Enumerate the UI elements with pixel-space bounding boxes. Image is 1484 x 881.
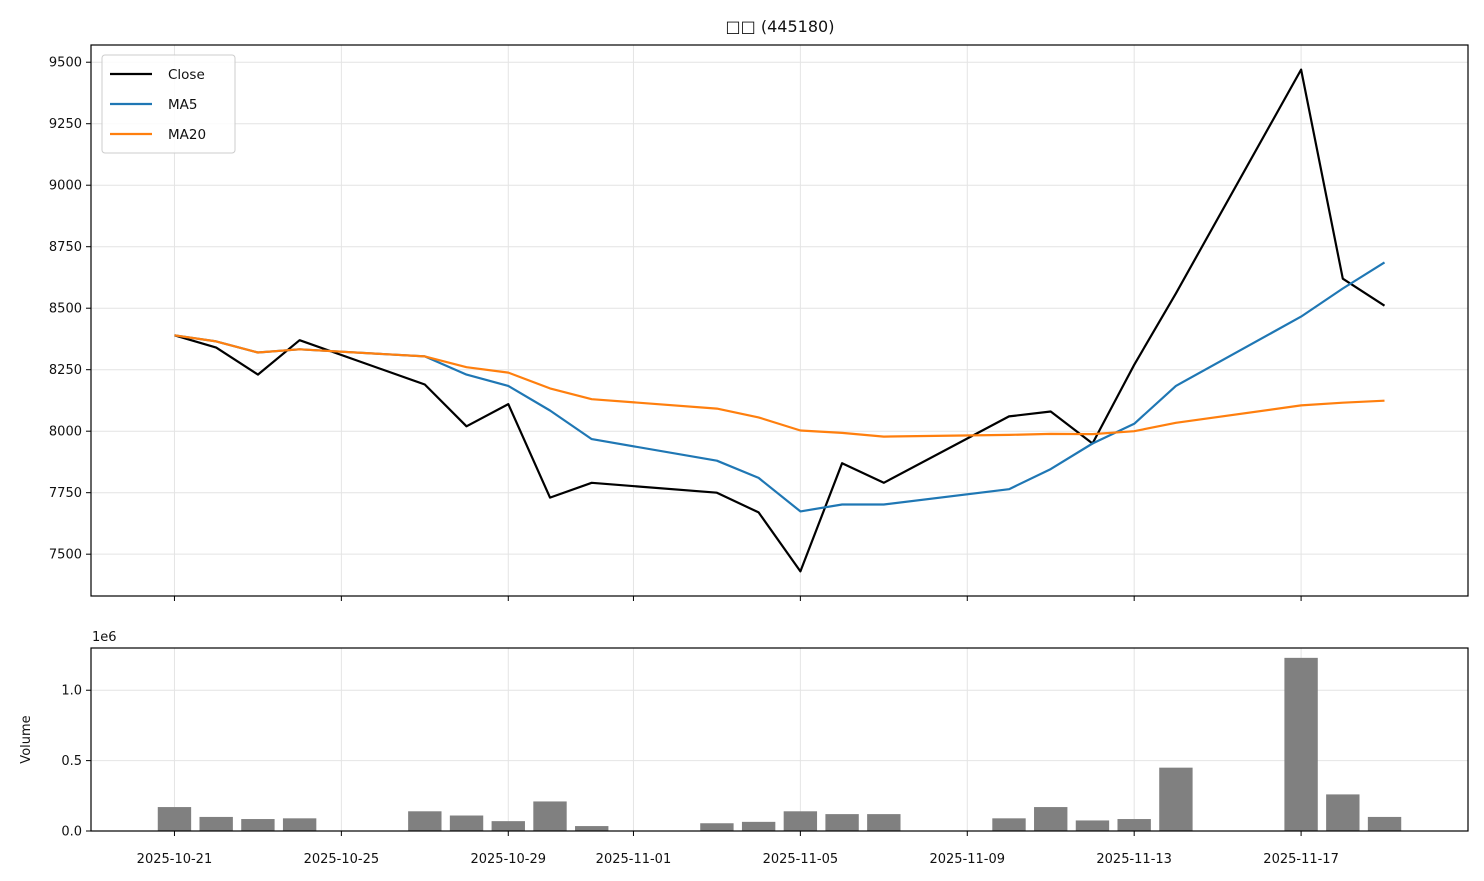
volume-bar (825, 814, 859, 831)
price-y-tick-label: 8250 (49, 363, 82, 378)
price-y-tick-label: 8500 (49, 302, 82, 317)
volume-axis-label: Volume (19, 715, 34, 763)
legend: Close MA5 MA20 (101, 54, 236, 154)
volume-y-tick-label: 1.0 (61, 684, 82, 699)
chart-title: □□ (445180) (726, 17, 835, 36)
x-tick-label: 2025-10-25 (304, 852, 380, 867)
price-y-tick-label: 9250 (49, 117, 82, 132)
price-y-tick-label: 8750 (49, 240, 82, 255)
price-panel: 7500 7750 8000 8250 8500 8750 9000 9250 9500 Clo… (49, 44, 1469, 601)
x-tick-label: 2025-11-09 (929, 852, 1005, 867)
volume-bar (992, 818, 1026, 831)
legend-label-ma5: MA5 (168, 97, 197, 113)
volume-bar (1159, 767, 1193, 831)
x-tick-label: 2025-11-13 (1096, 852, 1172, 867)
volume-bar (449, 815, 484, 831)
volume-bar (1284, 657, 1318, 831)
series-line-close (174, 68, 1386, 573)
price-plot-frame (90, 44, 1469, 597)
volume-panel: 0.0 0.5 1.0 2025-10-21 2025-10-25 2025-10-29… (19, 630, 1469, 867)
x-tick-label: 2025-11-01 (596, 852, 672, 867)
volume-bar (575, 826, 609, 831)
price-lines (174, 68, 1386, 573)
volume-bar (241, 819, 275, 831)
volume-bar (408, 811, 442, 831)
legend-box (101, 54, 236, 154)
volume-y-tick-label: 0.5 (61, 754, 82, 769)
volume-bars (157, 657, 1402, 831)
volume-x-axis: 2025-10-21 2025-10-25 2025-10-29 2025-11-01… (137, 831, 1339, 867)
volume-bar (157, 807, 192, 831)
volume-bar (282, 818, 317, 831)
volume-y-tick-label: 0.0 (61, 825, 82, 840)
volume-grid (91, 648, 1468, 832)
price-y-tick-label: 7500 (49, 548, 82, 563)
price-y-tick-label: 7750 (49, 486, 82, 501)
price-x-axis (173, 596, 1302, 601)
x-tick-label: 2025-11-17 (1263, 852, 1339, 867)
volume-bar (783, 811, 818, 831)
x-tick-label: 2025-10-21 (137, 852, 213, 867)
volume-bar (867, 814, 901, 831)
volume-bar (700, 823, 734, 831)
price-y-tick-label: 9000 (49, 179, 82, 194)
volume-bar (741, 821, 776, 831)
volume-bar (199, 816, 233, 831)
series-line-ma20 (174, 334, 1385, 438)
series-line-ma5 (174, 261, 1386, 513)
volume-plot-frame (90, 647, 1469, 832)
volume-scale-label: 1e6 (92, 630, 117, 645)
volume-bar (533, 801, 567, 831)
volume-bar (1075, 820, 1110, 831)
price-y-axis: 7500 7750 8000 8250 8500 8750 9000 9250 9500 (49, 56, 91, 563)
legend-label-ma20: MA20 (168, 127, 206, 143)
x-tick-label: 2025-11-05 (763, 852, 839, 867)
x-tick-label: 2025-10-29 (470, 852, 546, 867)
volume-bar (1034, 807, 1068, 831)
price-grid (91, 45, 1468, 596)
volume-bar (491, 821, 525, 831)
volume-bar (1326, 794, 1360, 831)
volume-y-axis: 0.0 0.5 1.0 (61, 684, 91, 840)
price-y-tick-label: 8000 (49, 425, 82, 440)
volume-bar (1117, 819, 1151, 831)
price-y-tick-label: 9500 (49, 56, 82, 71)
legend-label-close: Close (168, 67, 205, 83)
volume-bar (1367, 816, 1402, 831)
